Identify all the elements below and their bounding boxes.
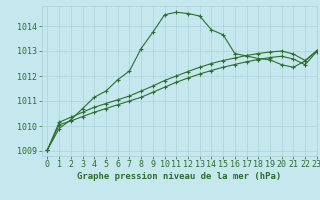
X-axis label: Graphe pression niveau de la mer (hPa): Graphe pression niveau de la mer (hPa) xyxy=(77,172,281,181)
